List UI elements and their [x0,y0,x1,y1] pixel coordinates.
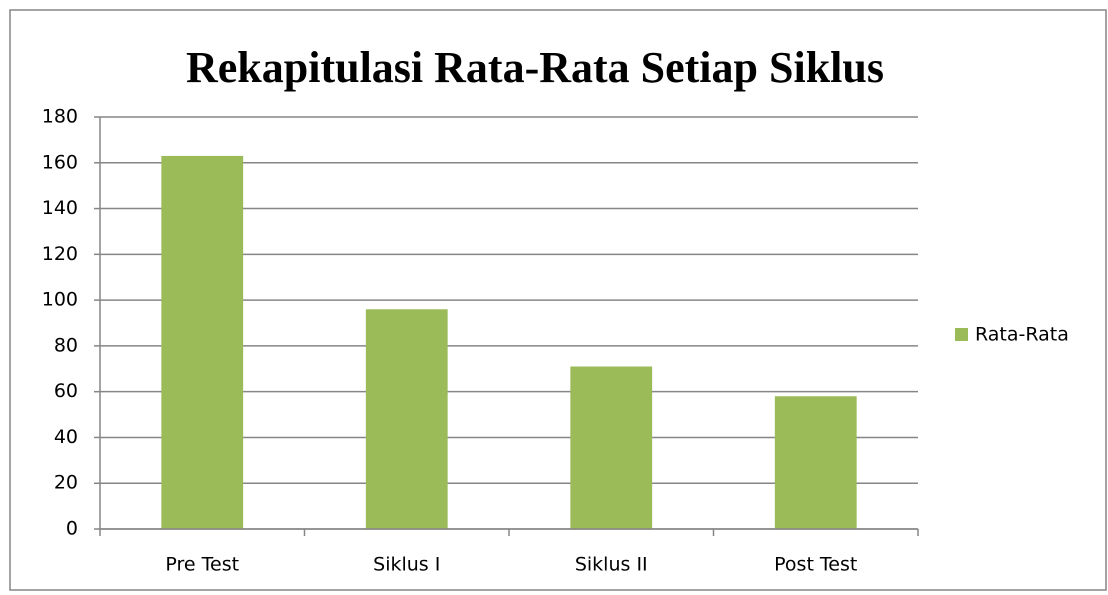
legend-swatch [955,328,968,341]
bar [365,309,448,529]
bar [774,396,857,529]
x-tick-label: Pre Test [165,554,239,576]
chart-title: Rekapitulasi Rata-Rata Setiap Siklus [186,43,884,92]
y-tick-label: 100 [42,289,78,311]
y-tick-label: 80 [54,334,78,356]
legend-label: Rata-Rata [975,324,1069,346]
y-tick-label: 20 [54,472,78,494]
y-tick-label: 40 [54,426,78,448]
y-tick-label: 60 [54,380,78,402]
y-tick-label: 180 [42,106,78,128]
y-tick-label: 160 [42,151,78,173]
y-tick-label: 0 [66,518,78,540]
x-tick-label: Siklus I [373,554,440,576]
y-tick-label: 120 [42,243,78,265]
x-tick-label: Post Test [774,554,857,576]
bar [161,155,244,529]
y-tick-label: 140 [42,197,78,219]
bar [570,366,653,529]
x-tick-label: Siklus II [575,554,648,576]
